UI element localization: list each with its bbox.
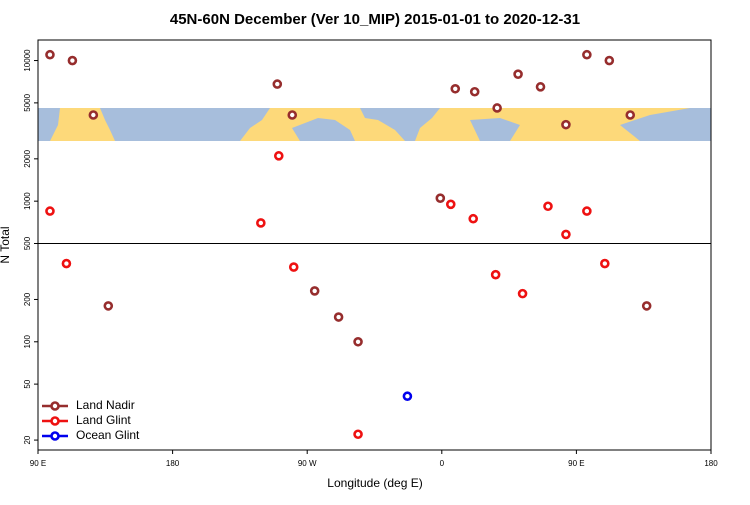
map-ocean xyxy=(360,108,440,141)
point xyxy=(513,69,523,79)
point xyxy=(435,193,446,203)
x-tick-label: 90 W xyxy=(298,459,317,468)
y-tick-label: 1000 xyxy=(23,192,32,210)
x-axis-label: Longitude (deg E) xyxy=(327,476,422,490)
map-ocean xyxy=(292,118,355,141)
point xyxy=(445,199,456,210)
point xyxy=(450,83,461,94)
point xyxy=(45,49,55,60)
point xyxy=(468,213,479,224)
point xyxy=(604,55,615,66)
y-tick-label: 500 xyxy=(23,236,32,250)
point xyxy=(353,336,363,347)
y-tick-label: 20 xyxy=(23,435,32,444)
point xyxy=(61,258,72,269)
point xyxy=(582,49,592,60)
point xyxy=(492,103,502,113)
map-ocean xyxy=(100,108,270,141)
legend-marker xyxy=(50,416,60,426)
point xyxy=(535,82,546,92)
point xyxy=(600,258,610,269)
point xyxy=(561,229,571,240)
point xyxy=(561,119,571,130)
point xyxy=(402,391,413,402)
y-axis-label: N Total xyxy=(0,226,12,263)
chart-title: 45N-60N December (Ver 10_MIP) 2015-01-01… xyxy=(170,11,580,28)
y-tick-label: 200 xyxy=(23,292,32,306)
point xyxy=(543,201,553,212)
y-tick-label: 10000 xyxy=(23,49,32,72)
point xyxy=(103,301,114,311)
legend-marker xyxy=(50,401,60,411)
point xyxy=(273,151,284,161)
point xyxy=(272,79,283,89)
point xyxy=(625,110,636,120)
legend-label: Ocean Glint xyxy=(76,428,140,442)
point xyxy=(582,206,592,216)
map-ocean xyxy=(38,108,60,141)
y-tick-label: 2000 xyxy=(23,149,32,167)
legend-marker xyxy=(50,431,60,441)
point xyxy=(309,286,320,296)
y-tick-label: 50 xyxy=(23,379,32,388)
legend-label: Land Nadir xyxy=(76,398,135,412)
x-tick-label: 90 E xyxy=(30,459,46,468)
point xyxy=(353,429,363,440)
x-tick-label: 180 xyxy=(704,459,718,468)
point xyxy=(517,288,528,299)
x-tick-label: 0 xyxy=(440,459,445,468)
point xyxy=(45,206,55,216)
point xyxy=(88,110,99,120)
point xyxy=(256,218,266,228)
point xyxy=(288,262,299,272)
point xyxy=(469,86,480,97)
point xyxy=(67,55,78,66)
x-tick-label: 180 xyxy=(166,459,180,468)
map-ocean xyxy=(470,118,520,141)
y-tick-label: 100 xyxy=(23,335,32,349)
legend-label: Land Glint xyxy=(76,413,131,427)
point xyxy=(641,301,652,311)
y-tick-label: 5000 xyxy=(23,93,32,111)
map-ocean xyxy=(620,108,711,141)
point xyxy=(333,312,344,322)
point xyxy=(287,110,298,120)
point xyxy=(490,269,501,280)
plot-frame xyxy=(37,39,712,451)
x-tick-label: 90 E xyxy=(568,459,584,468)
